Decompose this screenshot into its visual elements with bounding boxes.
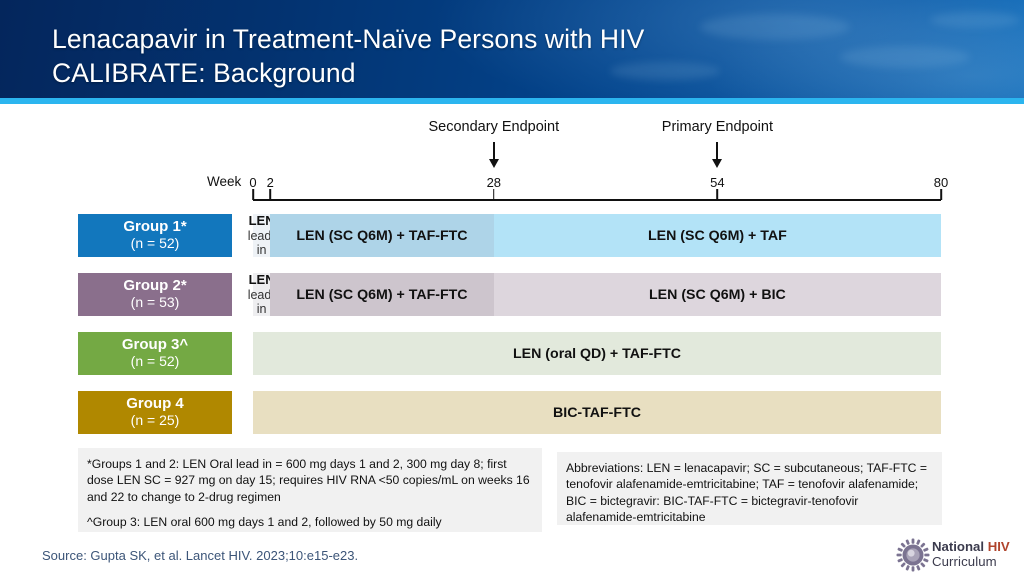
timeline-tick-label: 2 <box>266 175 274 190</box>
group-sample-size: (n = 52) <box>130 353 180 370</box>
timeline-tick <box>252 189 254 200</box>
group-name: Group 1* <box>123 218 187 236</box>
treatment-segment-label: LEN (SC Q6M) + TAF-FTC <box>296 286 468 303</box>
timeline-tick-label: 28 <box>486 175 502 190</box>
treatment-segment-label: LEN (SC Q6M) + TAF-FTC <box>296 227 468 244</box>
treatment-segment-label: BIC-TAF-FTC <box>553 404 641 421</box>
logo-wordmark: National HIV Curriculum <box>932 539 1010 569</box>
group-sample-size: (n = 25) <box>130 412 180 429</box>
timeline-tick <box>716 189 719 200</box>
group-name: Group 3^ <box>121 336 189 354</box>
timeline-tick <box>493 189 495 200</box>
logo-line1-hiv: HIV <box>987 539 1010 554</box>
header-cloud-decoration <box>930 12 1020 28</box>
treatment-segment-label: LEN (SC Q6M) + BIC <box>649 286 786 303</box>
treatment-segment: LEN (SC Q6M) + TAF <box>493 214 941 257</box>
abbreviations-text: Abbreviations: LEN = lenacapavir; SC = s… <box>566 461 927 525</box>
timeline-tick-label: 0 <box>249 175 257 190</box>
treatment-segment: LEN (oral QD) + TAF-FTC <box>253 332 941 375</box>
timeline-tick <box>269 189 271 200</box>
treatment-segment: LEN (SC Q6M) + BIC <box>493 273 941 316</box>
footnote-left: *Groups 1 and 2: LEN Oral lead in = 600 … <box>78 448 542 532</box>
group-sample-size: (n = 53) <box>130 294 180 311</box>
treatment-segment: BIC-TAF-FTC <box>253 391 941 434</box>
national-hiv-curriculum-logo: National HIV Curriculum <box>896 538 1020 572</box>
leadin-line1: LEN <box>248 212 275 228</box>
treatment-segment: LEN (SC Q6M) + TAF-FTC <box>270 273 494 316</box>
footnote-group-3: ^Group 3: LEN oral 600 mg days 1 and 2, … <box>87 515 442 530</box>
treatment-segment-label: LEN (oral QD) + TAF-FTC <box>512 345 681 362</box>
endpoint-label: Secondary Endpoint <box>428 119 560 135</box>
group-label-box: Group 1* (n = 52) <box>78 214 232 257</box>
timeline-tick <box>940 189 942 200</box>
treatment-segment-label: LEN (SC Q6M) + TAF <box>647 227 787 244</box>
endpoint-arrow <box>716 142 719 160</box>
slide-header: Lenacapavir in Treatment-Naïve Persons w… <box>0 0 1024 98</box>
treatment-segment: LEN (SC Q6M) + TAF-FTC <box>270 214 494 257</box>
group-label-box: Group 4 (n = 25) <box>78 391 232 434</box>
timeline-axis-line <box>253 199 941 201</box>
group-name: Group 4 <box>126 395 184 413</box>
timeline-tick-label: 80 <box>933 175 949 190</box>
group-label-box: Group 2* (n = 53) <box>78 273 232 316</box>
header-cloud-decoration <box>700 14 850 40</box>
gear-sunburst-icon <box>896 538 930 572</box>
group-label-box: Group 3^ (n = 52) <box>78 332 232 375</box>
source-citation: Source: Gupta SK, et al. Lancet HIV. 202… <box>42 548 359 563</box>
treatment-segment-leadin: LEN lead-in <box>248 213 276 257</box>
page-title: Lenacapavir in Treatment-Naïve Persons w… <box>52 24 645 88</box>
logo-line2-curriculum: Curriculum <box>932 554 997 569</box>
endpoint-arrow <box>492 142 495 160</box>
leadin-line2: lead-in <box>247 287 276 316</box>
endpoint-label: Primary Endpoint <box>661 119 773 135</box>
leadin-line2: lead-in <box>247 228 276 257</box>
group-name: Group 2* <box>123 277 187 295</box>
logo-line1-national: National <box>932 539 988 554</box>
group-sample-size: (n = 52) <box>130 235 180 252</box>
header-cloud-decoration <box>610 62 720 80</box>
week-axis-label: Week <box>207 174 242 189</box>
timeline-tick-label: 54 <box>710 175 725 190</box>
header-accent-bar <box>0 98 1024 104</box>
treatment-segment-leadin: LEN lead-in <box>248 272 276 316</box>
footnote-groups-1-2: *Groups 1 and 2: LEN Oral lead in = 600 … <box>87 457 530 504</box>
leadin-line1: LEN <box>248 271 275 287</box>
header-cloud-decoration <box>840 46 970 68</box>
abbreviations-box: Abbreviations: LEN = lenacapavir; SC = s… <box>557 452 942 525</box>
